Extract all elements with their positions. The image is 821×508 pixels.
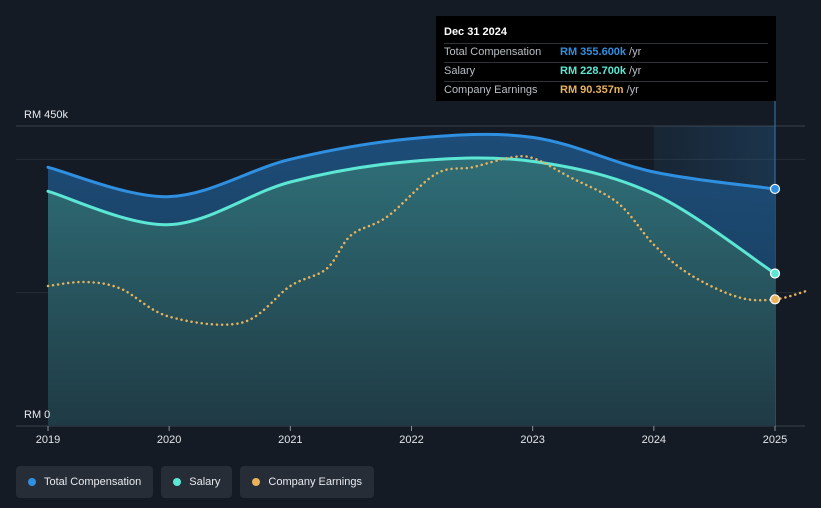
legend-item-total-compensation[interactable]: Total Compensation: [16, 466, 154, 498]
legend-dot-icon: [28, 478, 36, 486]
tooltip-label: Company Earnings: [444, 84, 538, 96]
x-axis-ticks: 2019 2020 2021 2022 2023 2024 2025: [36, 426, 787, 446]
x-tick-label-2019: 2019: [36, 434, 60, 446]
salary-area: [48, 157, 775, 427]
y-axis-top-label: RM 450k: [24, 109, 69, 121]
tooltip-date: Dec 31 2024: [444, 26, 507, 38]
tooltip-unit: /yr: [629, 65, 642, 77]
tooltip-label: Salary: [444, 65, 476, 77]
x-tick-label-2024: 2024: [642, 434, 666, 446]
series-areas: [48, 134, 775, 427]
chart-legend: Total Compensation Salary Company Earnin…: [16, 466, 374, 498]
x-tick-label-2025: 2025: [763, 434, 787, 446]
legend-item-company-earnings[interactable]: Company Earnings: [240, 466, 374, 498]
legend-item-salary[interactable]: Salary: [161, 466, 233, 498]
x-tick-label-2023: 2023: [520, 434, 544, 446]
tooltip-unit: /yr: [626, 84, 639, 96]
y-axis-bottom-label: RM 0: [24, 409, 50, 421]
x-tick-label-2020: 2020: [157, 434, 181, 446]
x-tick-label-2021: 2021: [278, 434, 302, 446]
series-lines: [46, 132, 807, 326]
tooltip-row-total: Total Compensation RM 355.600k /yr: [444, 43, 768, 62]
tooltip-value: RM 228.700k: [560, 65, 627, 77]
compensation-chart: RM 450k RM 0 2019 2020 2021 2022 2023 2024 202…: [16, 101, 807, 446]
tooltip-row-salary: Salary RM 228.700k /yr: [444, 62, 768, 81]
tooltip-label: Total Compensation: [444, 46, 542, 58]
hover-tooltip: Dec 31 2024 Total Compensation RM 355.60…: [436, 16, 776, 101]
total-compensation-line: [46, 132, 777, 199]
salary-marker: [769, 268, 781, 279]
legend-dot-icon: [173, 478, 182, 486]
total-compensation-marker: [769, 183, 781, 195]
legend-label: Company Earnings: [268, 476, 362, 488]
salary-line: [46, 156, 777, 276]
series-end-markers: [769, 183, 781, 305]
legend-label: Salary: [189, 476, 221, 488]
tooltip-value: RM 355.600k: [560, 46, 627, 58]
tooltip-unit: /yr: [629, 46, 642, 58]
legend-dot-icon: [252, 478, 261, 486]
tooltip-row-earnings: Company Earnings RM 90.357m /yr: [444, 81, 768, 100]
tooltip-value: RM 90.357m: [560, 84, 624, 96]
legend-label: Total Compensation: [44, 476, 142, 488]
company-earnings-line: [46, 154, 807, 326]
x-tick-label-2022: 2022: [399, 434, 423, 446]
company-earnings-marker: [769, 294, 781, 305]
